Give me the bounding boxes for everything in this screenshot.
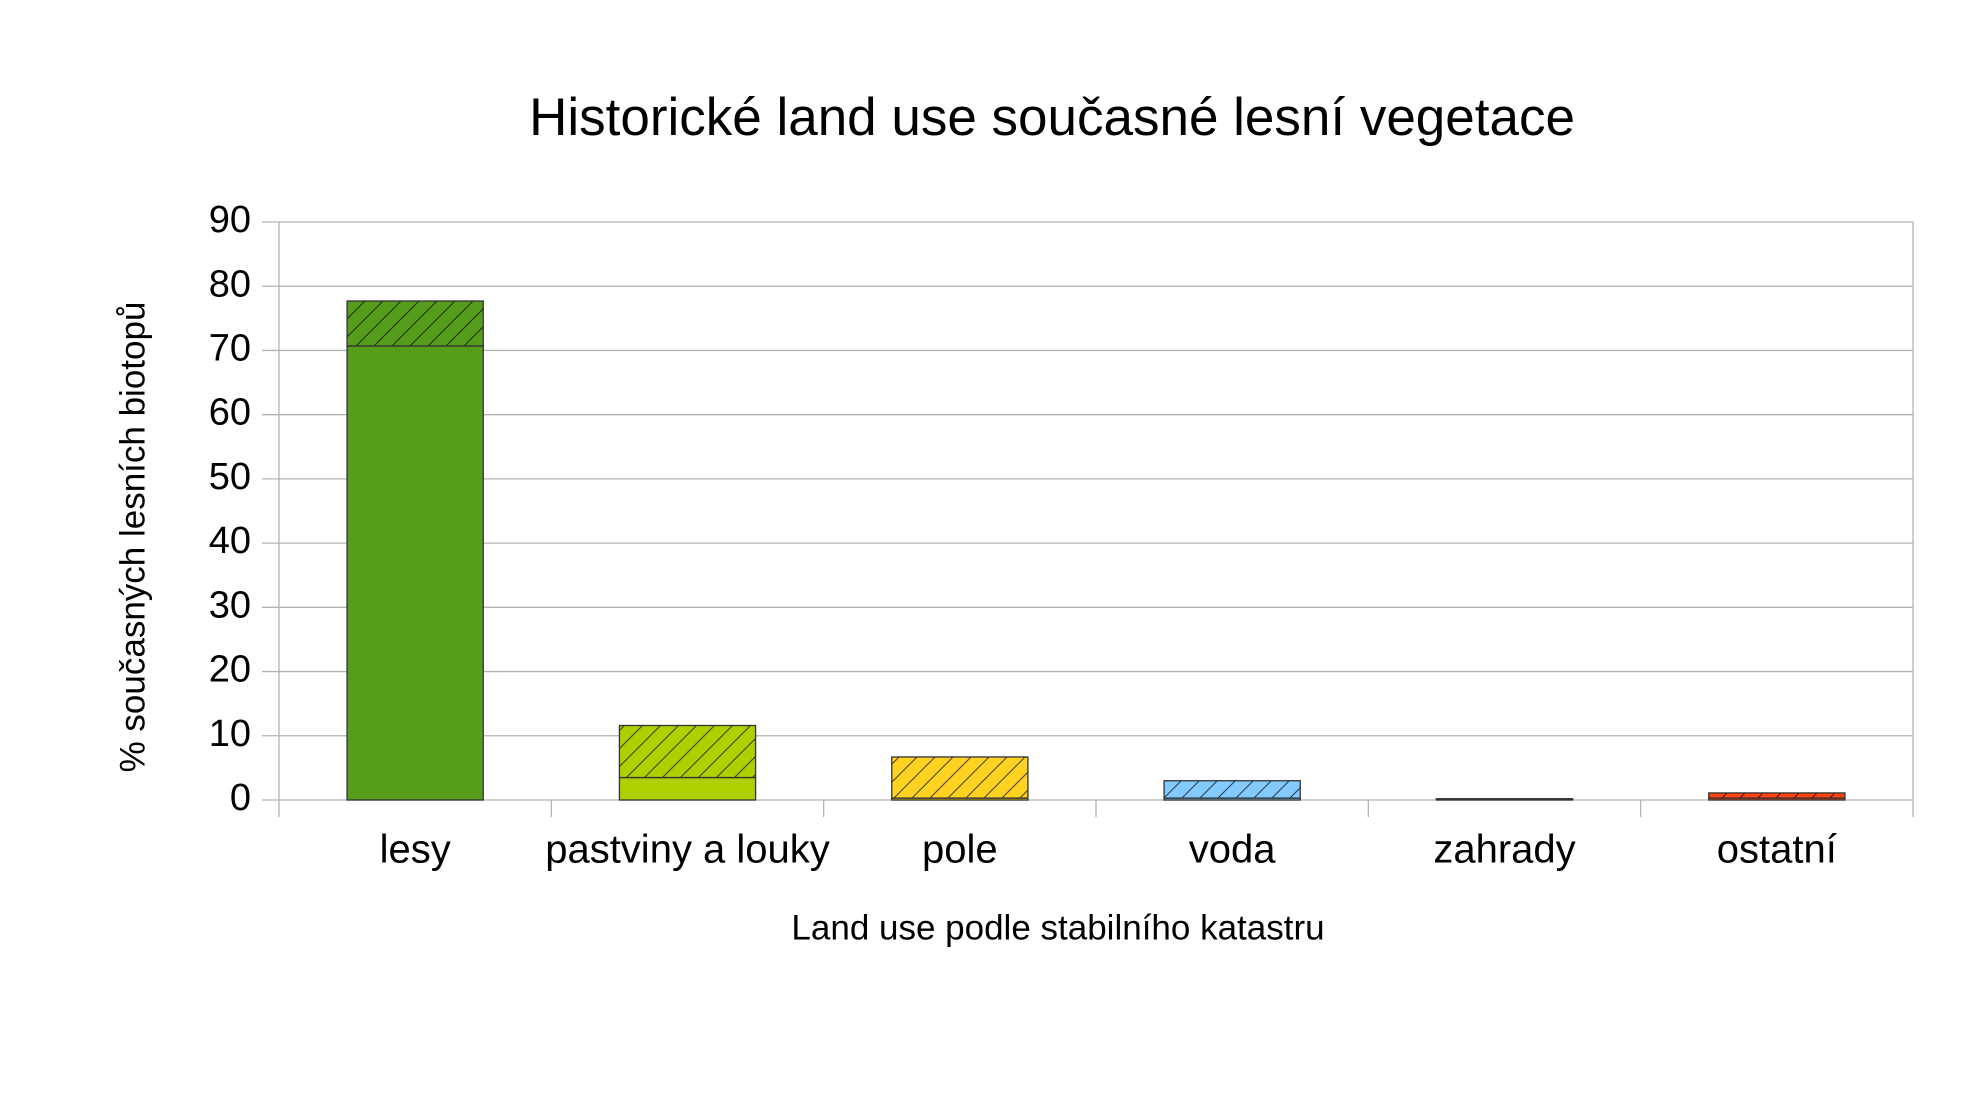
bar-segment bbox=[618, 724, 757, 779]
bar-segment bbox=[1163, 780, 1301, 799]
x-tick-label: pole bbox=[922, 828, 998, 872]
y-tick-label: 0 bbox=[230, 777, 251, 819]
x-axis-label: Land use podle stabilního katastru bbox=[791, 908, 1324, 947]
y-tick-label: 90 bbox=[209, 199, 251, 241]
bar-segment bbox=[891, 756, 1029, 799]
y-tick-label: 60 bbox=[209, 392, 251, 434]
y-tick-label: 30 bbox=[209, 584, 251, 626]
bar-segment bbox=[346, 345, 484, 801]
y-tick-label: 70 bbox=[209, 327, 251, 369]
x-tick-label: ostatní bbox=[1717, 828, 1837, 872]
y-tick-label: 10 bbox=[209, 713, 251, 755]
bar-segment bbox=[1708, 792, 1846, 799]
chart-title: Historické land use současné lesní veget… bbox=[529, 88, 1575, 147]
y-tick-label: 50 bbox=[209, 456, 251, 498]
x-tick-label: voda bbox=[1189, 828, 1276, 872]
bar-segment bbox=[1435, 798, 1574, 801]
x-tick-label: pastviny a louky bbox=[545, 828, 830, 872]
y-tick-label: 20 bbox=[209, 649, 251, 691]
y-tick-label: 80 bbox=[209, 263, 251, 305]
x-tick-label: zahrady bbox=[1433, 828, 1575, 872]
x-tick-label: lesy bbox=[380, 828, 451, 872]
y-axis-label: % současných lesních biotopů bbox=[113, 302, 152, 773]
bar-segment bbox=[346, 300, 484, 347]
bar-segment bbox=[618, 776, 757, 801]
y-tick-label: 40 bbox=[209, 520, 251, 562]
